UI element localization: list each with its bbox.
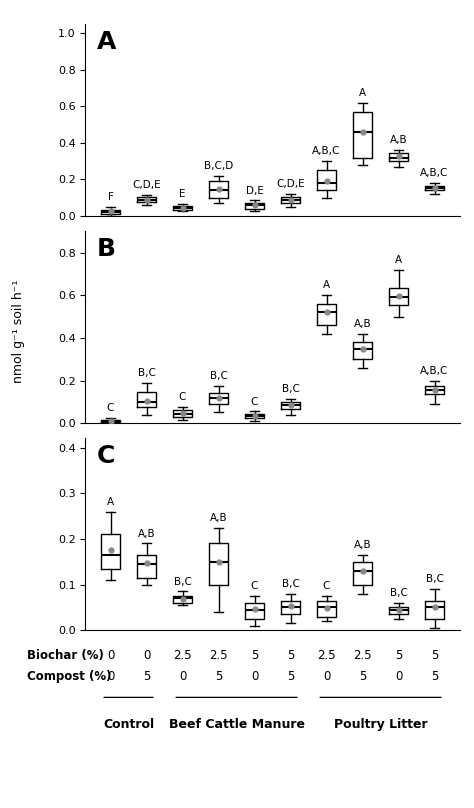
- Text: Beef Cattle Manure: Beef Cattle Manure: [169, 718, 304, 731]
- Text: A,B: A,B: [138, 528, 155, 539]
- Text: 0: 0: [395, 670, 402, 683]
- Text: 5: 5: [143, 670, 150, 683]
- Text: 5: 5: [359, 670, 366, 683]
- Text: 5: 5: [431, 649, 438, 662]
- Text: Biochar (%): Biochar (%): [27, 649, 104, 662]
- Text: 5: 5: [287, 649, 294, 662]
- Text: C,D,E: C,D,E: [276, 179, 305, 189]
- Text: Control: Control: [103, 718, 154, 731]
- Text: A: A: [359, 88, 366, 98]
- Text: B,C: B,C: [282, 384, 300, 393]
- Text: B,C: B,C: [137, 368, 155, 378]
- Text: 5: 5: [287, 670, 294, 683]
- Text: 5: 5: [395, 649, 402, 662]
- Text: C: C: [107, 403, 114, 413]
- Text: E: E: [179, 189, 186, 200]
- Text: C: C: [251, 581, 258, 591]
- Text: 5: 5: [251, 649, 258, 662]
- Text: A,B: A,B: [354, 540, 371, 550]
- Text: A,B: A,B: [354, 319, 371, 329]
- Text: A,B,C: A,B,C: [312, 146, 341, 157]
- Text: nmol g⁻¹ soil h⁻¹: nmol g⁻¹ soil h⁻¹: [12, 280, 26, 383]
- Text: A: A: [107, 497, 114, 507]
- Text: C: C: [323, 581, 330, 591]
- Text: C: C: [179, 393, 186, 402]
- Text: 0: 0: [143, 649, 150, 662]
- Text: 0: 0: [251, 670, 258, 683]
- Text: 2.5: 2.5: [209, 649, 228, 662]
- Text: A,B,C: A,B,C: [420, 366, 449, 376]
- Text: D,E: D,E: [246, 186, 264, 196]
- Text: 0: 0: [107, 649, 114, 662]
- Text: 0: 0: [323, 670, 330, 683]
- Text: 2.5: 2.5: [173, 649, 192, 662]
- Text: A,B: A,B: [390, 136, 407, 145]
- Text: 2.5: 2.5: [317, 649, 336, 662]
- Text: B,C: B,C: [282, 579, 300, 589]
- Text: F: F: [108, 192, 113, 202]
- Text: B,C: B,C: [173, 577, 191, 587]
- Text: A,B: A,B: [210, 513, 228, 523]
- Text: A: A: [395, 255, 402, 265]
- Text: B,C: B,C: [390, 588, 408, 598]
- Text: A,B,C: A,B,C: [420, 168, 449, 179]
- Text: A: A: [97, 30, 116, 54]
- Text: 5: 5: [215, 670, 222, 683]
- Text: A: A: [323, 280, 330, 291]
- Text: B: B: [97, 237, 116, 261]
- Text: Poultry Litter: Poultry Litter: [334, 718, 428, 731]
- Text: B,C: B,C: [210, 371, 228, 381]
- Text: 5: 5: [431, 670, 438, 683]
- Text: B,C,D: B,C,D: [204, 161, 233, 171]
- Text: C: C: [97, 444, 115, 468]
- Text: 0: 0: [179, 670, 186, 683]
- Text: 0: 0: [107, 670, 114, 683]
- Text: B,C: B,C: [426, 574, 444, 584]
- Text: 2.5: 2.5: [353, 649, 372, 662]
- Text: Compost (%): Compost (%): [27, 670, 112, 683]
- Text: C: C: [251, 397, 258, 406]
- Text: C,D,E: C,D,E: [132, 180, 161, 190]
